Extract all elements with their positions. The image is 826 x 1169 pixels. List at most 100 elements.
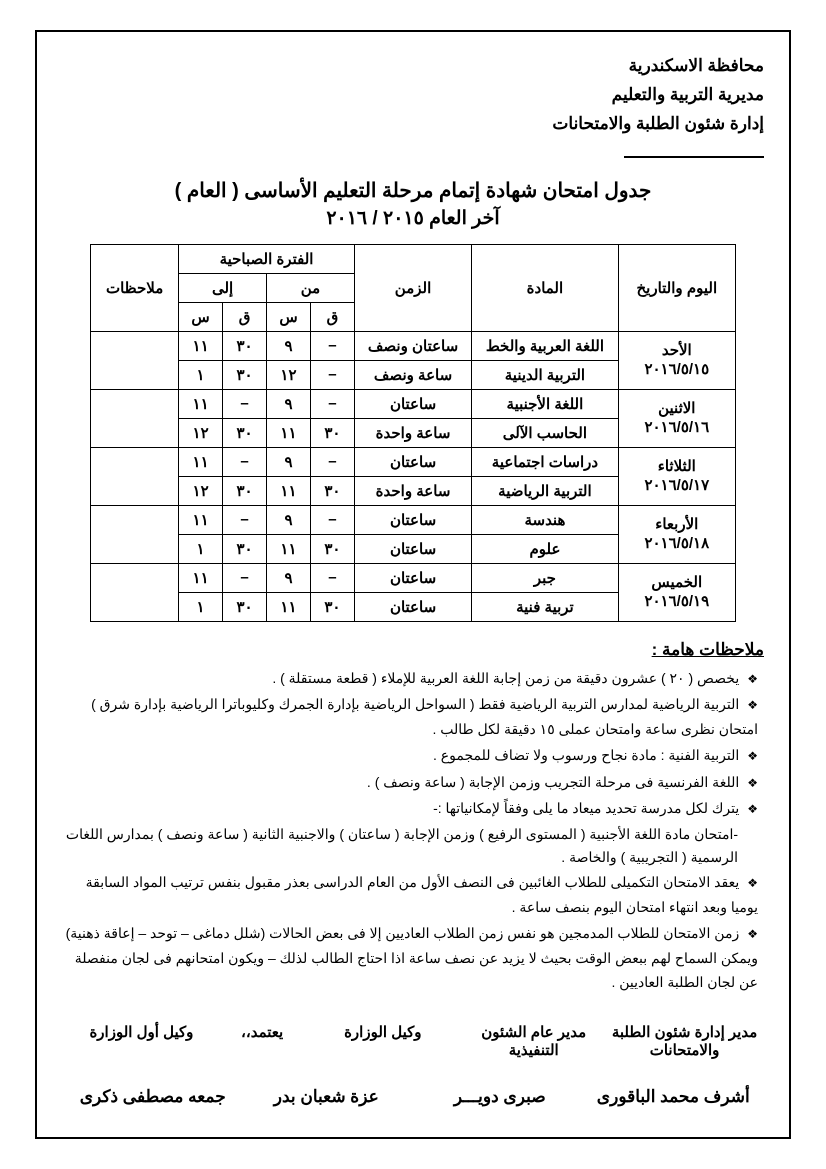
cell-from-q: – xyxy=(310,360,354,389)
th-from-q: ق xyxy=(310,302,354,331)
cell-notes xyxy=(91,563,179,621)
cell-subject: التربية الدينية xyxy=(472,360,619,389)
cell-from-q: – xyxy=(310,447,354,476)
cell-from-q: ٣٠ xyxy=(310,592,354,621)
note-item: زمن الامتحان للطلاب المدمجين هو نفس زمن … xyxy=(62,921,758,995)
sig-title-5: وكيل أول الوزارة xyxy=(66,1023,217,1059)
cell-from-s: ٩ xyxy=(267,331,311,360)
sig-title-1: مدير إدارة شئون الطلبة والامتحانات xyxy=(609,1023,760,1059)
table-row: الخميس٢٠١٦/٥/١٩جبرساعتان–٩–١١ xyxy=(91,563,736,592)
cell-subject: اللغة الأجنبية xyxy=(472,389,619,418)
cell-to-s: ١١ xyxy=(179,505,223,534)
th-to-q: ق xyxy=(223,302,267,331)
cell-duration: ساعتان xyxy=(354,534,471,563)
cell-to-s: ١١ xyxy=(179,389,223,418)
sig-title-3: وكيل الوزارة xyxy=(307,1023,458,1059)
sig-name-1: أشرف محمد الباقورى xyxy=(587,1087,761,1107)
exam-schedule-table: اليوم والتاريخ المادة الزمن الفترة الصبا… xyxy=(90,244,736,622)
cell-to-s: ١٢ xyxy=(179,418,223,447)
th-subject: المادة xyxy=(472,244,619,331)
sig-name-4: جمعه مصطفى ذكرى xyxy=(66,1087,240,1107)
cell-from-s: ١١ xyxy=(267,592,311,621)
cell-subject: علوم xyxy=(472,534,619,563)
cell-duration: ساعة واحدة xyxy=(354,418,471,447)
cell-from-s: ١٢ xyxy=(267,360,311,389)
cell-notes xyxy=(91,505,179,563)
cell-duration: ساعتان ونصف xyxy=(354,331,471,360)
cell-to-s: ١ xyxy=(179,360,223,389)
cell-from-s: ٩ xyxy=(267,563,311,592)
document-title: جدول امتحان شهادة إتمام مرحلة التعليم ال… xyxy=(62,178,764,203)
cell-date: الأربعاء٢٠١٦/٥/١٨ xyxy=(618,505,735,563)
sig-name-3: عزة شعبان بدر xyxy=(240,1087,414,1107)
cell-to-q: ٣٠ xyxy=(223,360,267,389)
cell-subject: الحاسب الآلى xyxy=(472,418,619,447)
cell-date: الخميس٢٠١٦/٥/١٩ xyxy=(618,563,735,621)
cell-to-q: – xyxy=(223,389,267,418)
cell-subject: التربية الرياضية xyxy=(472,476,619,505)
header-block: محافظة الاسكندرية مديرية التربية والتعلي… xyxy=(62,52,764,168)
cell-duration: ساعتان xyxy=(354,563,471,592)
th-duration: الزمن xyxy=(354,244,471,331)
cell-to-q: – xyxy=(223,447,267,476)
th-date: اليوم والتاريخ xyxy=(618,244,735,331)
cell-from-s: ٩ xyxy=(267,389,311,418)
cell-from-q: – xyxy=(310,563,354,592)
cell-subject: اللغة العربية والخط xyxy=(472,331,619,360)
th-period: الفترة الصباحية xyxy=(179,244,355,273)
cell-to-q: ٣٠ xyxy=(223,592,267,621)
cell-from-s: ٩ xyxy=(267,505,311,534)
signature-names-row: أشرف محمد الباقورى صبرى دويـــر عزة شعبا… xyxy=(62,1087,764,1107)
sig-name-2: صبرى دويـــر xyxy=(413,1087,587,1107)
cell-to-s: ١ xyxy=(179,592,223,621)
notes-list: يخصص ( ٢٠ ) عشرون دقيقة من زمن إجابة الل… xyxy=(62,666,764,995)
cell-subject: هندسة xyxy=(472,505,619,534)
cell-to-s: ١١ xyxy=(179,447,223,476)
cell-subject: جبر xyxy=(472,563,619,592)
cell-to-s: ١ xyxy=(179,534,223,563)
notes-heading: ملاحظات هامة : xyxy=(62,640,764,660)
document-subtitle: آخر العام ٢٠١٥ / ٢٠١٦ xyxy=(62,207,764,230)
cell-from-q: – xyxy=(310,331,354,360)
th-notes: ملاحظات xyxy=(91,244,179,331)
table-row: الثلاثاء٢٠١٦/٥/١٧دراسات اجتماعيةساعتان–٩… xyxy=(91,447,736,476)
page-frame: محافظة الاسكندرية مديرية التربية والتعلي… xyxy=(35,30,791,1139)
cell-to-q: – xyxy=(223,563,267,592)
cell-to-q: – xyxy=(223,505,267,534)
cell-notes xyxy=(91,331,179,389)
th-from-s: س xyxy=(267,302,311,331)
signature-titles-row: مدير إدارة شئون الطلبة والامتحانات مدير … xyxy=(62,1023,764,1059)
cell-from-s: ٩ xyxy=(267,447,311,476)
cell-notes xyxy=(91,447,179,505)
cell-from-s: ١١ xyxy=(267,534,311,563)
note-item: اللغة الفرنسية فى مرحلة التجريب وزمن الإ… xyxy=(62,770,758,795)
cell-date: الأحد٢٠١٦/٥/١٥ xyxy=(618,331,735,389)
note-item: يعقد الامتحان التكميلى للطلاب الغائبين ف… xyxy=(62,870,758,919)
th-to: إلى xyxy=(179,273,267,302)
cell-from-q: ٣٠ xyxy=(310,418,354,447)
sig-title-2: مدير عام الشئون التنفيذية xyxy=(458,1023,609,1059)
cell-duration: ساعتان xyxy=(354,505,471,534)
cell-notes xyxy=(91,389,179,447)
note-item: يخصص ( ٢٠ ) عشرون دقيقة من زمن إجابة الل… xyxy=(62,666,758,691)
cell-to-q: ٣٠ xyxy=(223,331,267,360)
cell-from-s: ١١ xyxy=(267,476,311,505)
cell-date: الاثنين٢٠١٦/٥/١٦ xyxy=(618,389,735,447)
cell-duration: ساعتان xyxy=(354,447,471,476)
cell-from-q: – xyxy=(310,389,354,418)
header-line-2: مديرية التربية والتعليم xyxy=(62,81,764,110)
cell-duration: ساعة واحدة xyxy=(354,476,471,505)
header-underline xyxy=(624,156,764,158)
cell-to-q: ٣٠ xyxy=(223,476,267,505)
cell-duration: ساعتان xyxy=(354,389,471,418)
cell-to-s: ١١ xyxy=(179,563,223,592)
cell-from-q: ٣٠ xyxy=(310,534,354,563)
table-row: الاثنين٢٠١٦/٥/١٦اللغة الأجنبيةساعتان–٩–١… xyxy=(91,389,736,418)
cell-to-q: ٣٠ xyxy=(223,418,267,447)
table-row: الأربعاء٢٠١٦/٥/١٨هندسةساعتان–٩–١١ xyxy=(91,505,736,534)
cell-duration: ساعتان xyxy=(354,592,471,621)
cell-to-s: ١١ xyxy=(179,331,223,360)
header-line-3: إدارة شئون الطلبة والامتحانات xyxy=(62,110,764,139)
note-item: التربية الفنية : مادة نجاح ورسوب ولا تضا… xyxy=(62,743,758,768)
header-line-1: محافظة الاسكندرية xyxy=(62,52,764,81)
